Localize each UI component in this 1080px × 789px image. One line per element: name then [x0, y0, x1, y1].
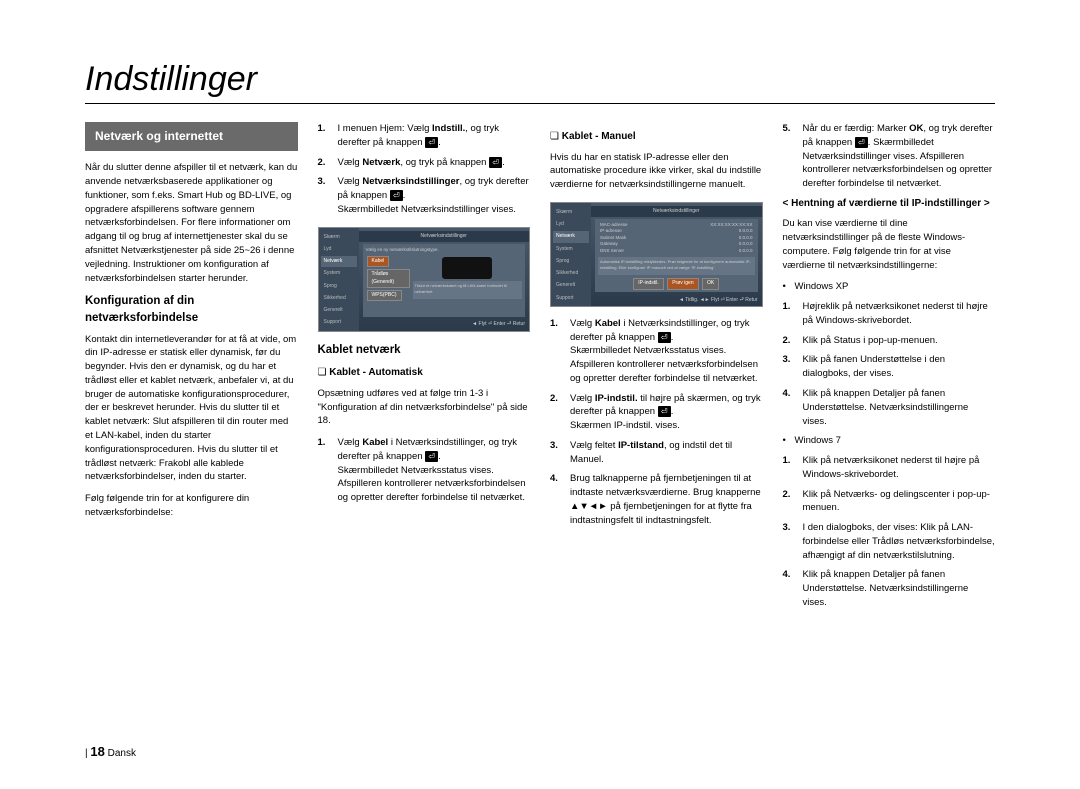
ss2-btn-ip: IP-indstil.	[633, 278, 664, 289]
enter-icon	[855, 137, 868, 148]
step-2: Vælg Netværk, og tryk på knappen .	[318, 156, 531, 170]
w7-step-4: Klik på knappen Detaljer på fanen Unders…	[783, 568, 996, 609]
column-4: Når du er færdig: Marker OK, og tryk der…	[783, 122, 996, 616]
step-1: I menuen Hjem: Vælg Indstill., og tryk d…	[318, 122, 531, 150]
bullet-xp: Windows XP	[783, 280, 996, 294]
ss1-sidebar: Skærm Lyd Netværk System Sprog Sikkerhed…	[319, 228, 359, 331]
bullet-w7: Windows 7	[783, 434, 996, 448]
column-2: I menuen Hjem: Vælg Indstill., og tryk d…	[318, 122, 531, 616]
manuel-step-4: Brug talknapperne på fjernbetjeningen ti…	[550, 472, 763, 527]
manuel-steps-cont: Når du er færdig: Marker OK, og tryk der…	[783, 122, 996, 191]
manuel-step-1: Vælg Kabel i Netværksindstillinger, og t…	[550, 317, 763, 386]
step-3: Vælg Netværksindstillinger, og tryk dere…	[318, 175, 531, 216]
screenshot-network-settings-2: Indstill. Skærm Lyd Netværk System Sprog…	[550, 202, 763, 307]
auto-step-1: Vælg Kabel i Netværksindstillinger, og t…	[318, 436, 531, 505]
xp-step-4: Klik på knappen Detaljer på fanen Unders…	[783, 387, 996, 428]
w7-step-3: I den dialogboks, der vises: Klik på LAN…	[783, 521, 996, 562]
ss1-btn-wps: WPS(PBC)	[367, 290, 402, 301]
enter-icon	[425, 137, 438, 148]
ip-intro: Du kan vise værdierne til dine netværksi…	[783, 217, 996, 272]
enter-icon	[390, 190, 403, 201]
ss1-btn-kabel: Kabel	[367, 256, 390, 267]
heading-kablet-netvaerk: Kablet netværk	[318, 342, 531, 359]
ss2-btn-retry: Prøv igen	[667, 278, 698, 289]
xp-steps: Højreklik på netværksikonet nederst til …	[783, 300, 996, 428]
column-3: Kablet - Manuel Hvis du har en statisk I…	[550, 122, 763, 616]
ss2-body: MAC-adresseXX:XX:XX:XX:XX:XX IP-adresse0…	[595, 219, 758, 292]
intro-text: Når du slutter denne afspiller til et ne…	[85, 161, 298, 285]
page-title: Indstillinger	[85, 60, 995, 104]
content-columns: Netværk og internettet Når du slutter de…	[85, 122, 995, 616]
manuel-step-3: Vælg feltet IP-tilstand, og indstil det …	[550, 439, 763, 467]
xp-step-2: Klik på Status i pop-up-menuen.	[783, 334, 996, 348]
xp-step-3: Klik på fanen Understøttelse i den dialo…	[783, 353, 996, 381]
enter-icon	[489, 157, 502, 168]
ss1-btn-tradlos: Trådløs (Generelt)	[367, 269, 410, 288]
auto-intro: Opsætning udføres ved at følge trin 1-3 …	[318, 387, 531, 428]
ss1-title: Netværksindstillinger	[359, 231, 530, 242]
ss2-title: Netværksindstillinger	[591, 206, 762, 217]
auto-steps: Vælg Kabel i Netværksindstillinger, og t…	[318, 436, 531, 505]
enter-icon	[425, 451, 438, 462]
w7-steps: Klik på netværksikonet nederst til højre…	[783, 454, 996, 610]
ss2-sidebar: Skærm Lyd Netværk System Sprog Sikkerhed…	[551, 203, 591, 306]
xp-step-1: Højreklik på netværksikonet nederst til …	[783, 300, 996, 328]
para-contact-isp: Kontakt din internetleverandør for at få…	[85, 333, 298, 484]
w7-step-2: Klik på Netværks- og delingscenter i pop…	[783, 488, 996, 516]
top-steps-list: I menuen Hjem: Vælg Indstill., og tryk d…	[318, 122, 531, 217]
ss2-footer: ◄ Tidlig. ◄► Flyt ⏎ Enter ⮐ Retur	[591, 297, 758, 304]
manuel-steps: Vælg Kabel i Netværksindstillinger, og t…	[550, 317, 763, 528]
w7-step-1: Klik på netværksikonet nederst til højre…	[783, 454, 996, 482]
section-header-network: Netværk og internettet	[85, 122, 298, 151]
ss1-body: Vælg en ny netværkstilslutningstype. Kab…	[363, 244, 526, 317]
ss1-device-image	[442, 257, 492, 279]
manuel-step-5: Når du er færdig: Marker OK, og tryk der…	[783, 122, 996, 191]
ss1-footer: ◄ Flyt ⏎ Enter ⮐ Retur	[359, 321, 526, 328]
windows-7-bullet: Windows 7	[783, 434, 996, 448]
manuel-step-2: Vælg IP-indstil. til højre på skærmen, o…	[550, 392, 763, 433]
manuel-intro: Hvis du har en statisk IP-adresse eller …	[550, 151, 763, 192]
heading-ip-values: < Hentning af værdierne til IP-indstilli…	[783, 197, 996, 212]
screenshot-network-settings-1: Indstill. Skærm Lyd Netværk System Sprog…	[318, 227, 531, 332]
subheading-config: Konfiguration af din netværksforbindelse	[85, 293, 298, 326]
heading-kablet-auto: Kablet - Automatisk	[318, 366, 531, 381]
para-follow-steps: Følg følgende trin for at konfigurere di…	[85, 492, 298, 520]
page-footer: | 18 Dansk	[85, 744, 136, 759]
column-1: Netværk og internettet Når du slutter de…	[85, 122, 298, 616]
heading-kablet-manuel: Kablet - Manuel	[550, 130, 763, 145]
enter-icon	[658, 332, 671, 343]
enter-icon	[658, 406, 671, 417]
ss2-btn-ok: OK	[702, 278, 719, 289]
windows-xp-bullet: Windows XP	[783, 280, 996, 294]
